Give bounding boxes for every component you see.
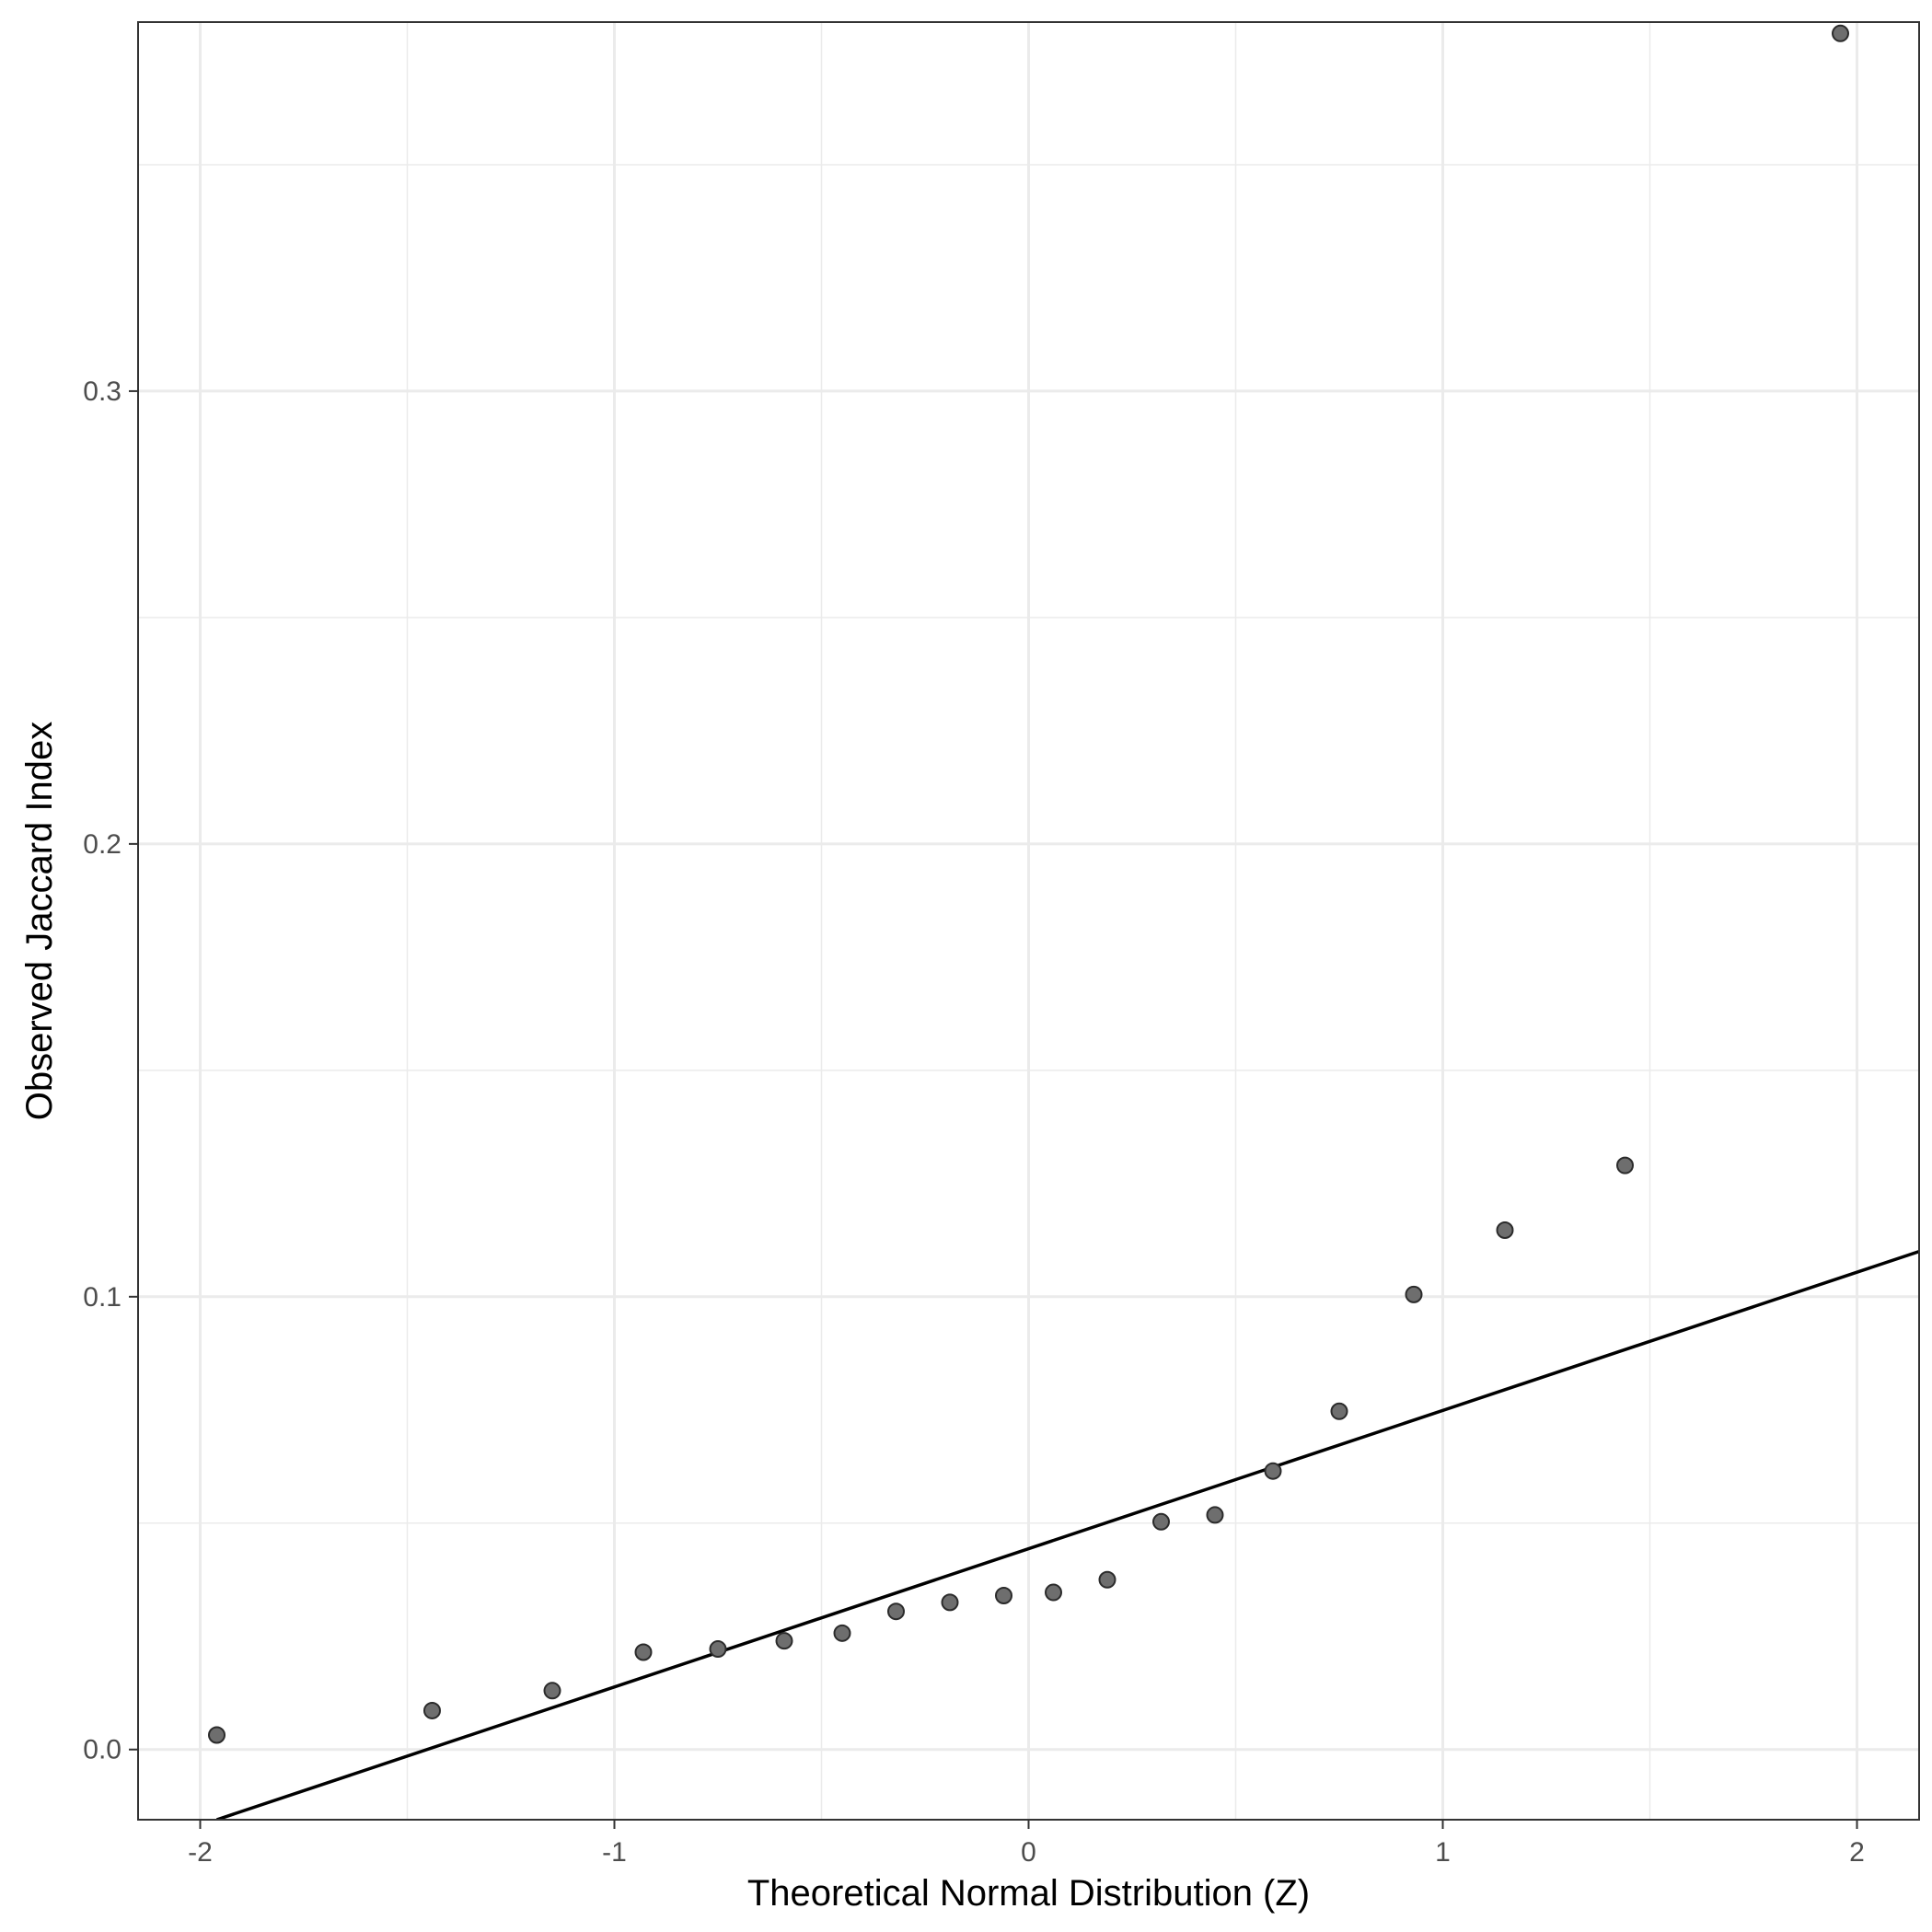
data-point (1152, 1512, 1170, 1531)
x-axis-title: Theoretical Normal Distribution (Z) (747, 1873, 1310, 1914)
y-tick-label: 0.0 (83, 1735, 121, 1765)
x-tick-label: 2 (1849, 1837, 1865, 1868)
data-point (1405, 1285, 1423, 1303)
reference-line-layer (215, 1249, 1919, 1820)
x-tick-label: -1 (602, 1837, 627, 1868)
data-point (208, 1726, 226, 1744)
data-point (775, 1632, 793, 1650)
data-point (1330, 1402, 1348, 1420)
qq-reference-line (215, 1249, 1919, 1820)
y-axis-title: Observed Jaccard Index (19, 722, 60, 1121)
y-tick-label: 0.2 (83, 829, 121, 860)
major-grid (138, 22, 1919, 1820)
data-point (995, 1586, 1012, 1604)
data-point (1496, 1221, 1514, 1239)
x-axis-ticks: -2 -1 0 1 2 (188, 1820, 1865, 1868)
y-tick-label: 0.1 (83, 1282, 121, 1313)
data-point (833, 1624, 851, 1642)
data-point (1264, 1462, 1282, 1480)
y-tick-label: 0.3 (83, 376, 121, 407)
x-tick-label: 1 (1435, 1837, 1451, 1868)
points-layer (208, 24, 1849, 1744)
data-point (941, 1593, 959, 1612)
data-point (1832, 24, 1849, 42)
x-tick-label: -2 (188, 1837, 213, 1868)
x-tick-label: 0 (1021, 1837, 1036, 1868)
data-point (1098, 1570, 1116, 1589)
data-point (1206, 1506, 1224, 1524)
y-axis-ticks: 0.0 0.1 0.2 0.3 (83, 376, 138, 1765)
data-point (887, 1602, 905, 1621)
data-point (709, 1640, 727, 1659)
data-point (543, 1682, 561, 1700)
data-point (1616, 1156, 1634, 1174)
data-point (634, 1643, 653, 1661)
data-point (1045, 1583, 1062, 1602)
data-point (423, 1701, 441, 1719)
